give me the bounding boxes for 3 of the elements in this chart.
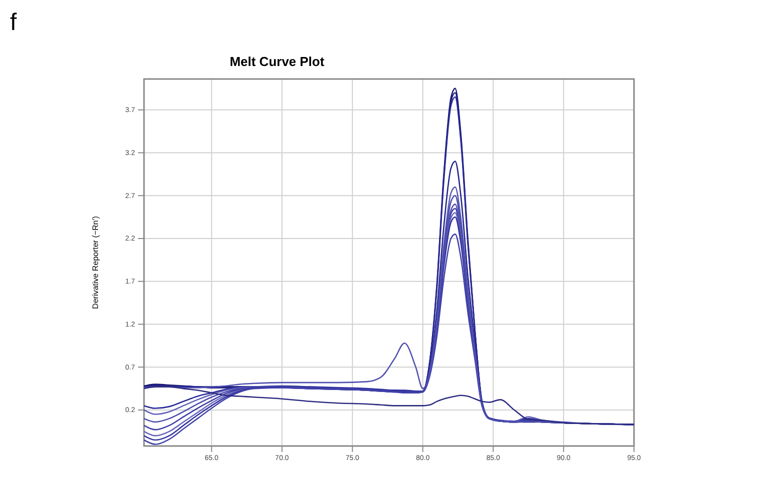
y-axis-title: Derivative Reporter (−Rn′) [91, 216, 100, 309]
chart-title: Melt Curve Plot [230, 54, 325, 69]
text: f [10, 9, 17, 36]
